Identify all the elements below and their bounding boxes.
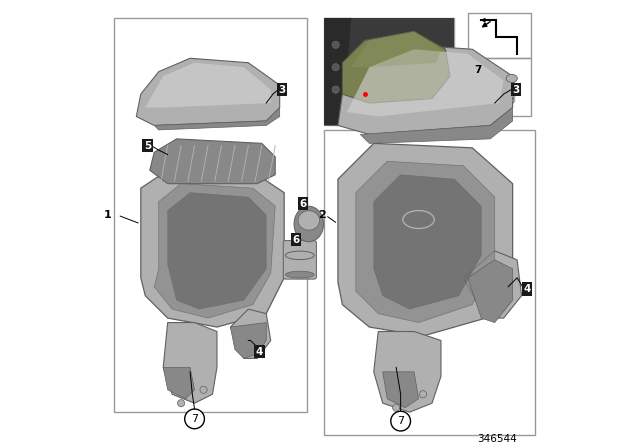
Polygon shape (351, 31, 441, 67)
Ellipse shape (298, 211, 319, 230)
Circle shape (177, 400, 185, 407)
Circle shape (392, 404, 400, 411)
Circle shape (200, 386, 207, 393)
Ellipse shape (285, 251, 314, 260)
Ellipse shape (506, 74, 517, 82)
Text: 3: 3 (512, 85, 520, 95)
Polygon shape (136, 58, 280, 125)
Polygon shape (374, 175, 481, 309)
Polygon shape (374, 332, 441, 412)
Polygon shape (383, 372, 419, 408)
Polygon shape (163, 367, 195, 399)
Text: 7: 7 (397, 416, 404, 426)
Polygon shape (150, 139, 275, 184)
FancyBboxPatch shape (324, 18, 454, 125)
Polygon shape (356, 161, 495, 323)
Text: 2: 2 (318, 210, 326, 220)
Polygon shape (145, 63, 271, 108)
Text: 6: 6 (292, 235, 300, 245)
Text: 6: 6 (300, 199, 307, 209)
Ellipse shape (294, 206, 324, 242)
Polygon shape (338, 45, 513, 134)
Polygon shape (342, 31, 450, 103)
Circle shape (332, 64, 339, 71)
Polygon shape (154, 184, 275, 318)
Polygon shape (163, 323, 217, 403)
Polygon shape (463, 251, 522, 318)
Circle shape (391, 411, 410, 431)
Text: 3: 3 (278, 85, 285, 95)
Circle shape (185, 409, 204, 429)
Text: 7: 7 (191, 414, 198, 424)
Polygon shape (338, 63, 454, 125)
Polygon shape (347, 49, 504, 116)
Polygon shape (360, 108, 513, 143)
Polygon shape (338, 143, 513, 336)
Text: 4: 4 (256, 347, 263, 357)
Text: 346544: 346544 (477, 434, 517, 444)
Polygon shape (168, 193, 266, 309)
Text: 4: 4 (524, 284, 531, 294)
Polygon shape (230, 323, 266, 358)
Ellipse shape (285, 271, 314, 278)
Circle shape (332, 86, 339, 93)
Polygon shape (324, 18, 454, 125)
Polygon shape (154, 108, 280, 130)
Text: 5: 5 (144, 141, 151, 151)
Polygon shape (468, 260, 513, 323)
Text: 1: 1 (103, 210, 111, 220)
Circle shape (419, 391, 427, 398)
Circle shape (332, 41, 339, 48)
Polygon shape (230, 309, 271, 358)
Polygon shape (324, 18, 351, 125)
Polygon shape (141, 170, 284, 327)
Text: 7: 7 (475, 65, 482, 75)
FancyBboxPatch shape (284, 241, 316, 279)
